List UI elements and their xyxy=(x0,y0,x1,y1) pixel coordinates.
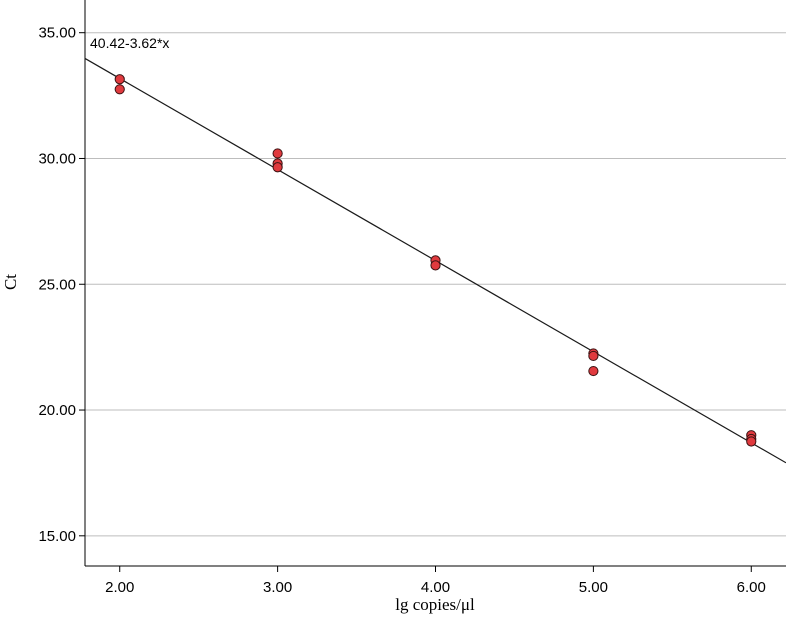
y-axis-label: Ct xyxy=(1,274,20,290)
data-point xyxy=(430,260,441,271)
y-tick-label: 25.00 xyxy=(38,276,76,293)
data-point xyxy=(272,162,283,173)
gridlines xyxy=(85,32,786,537)
x-tick-label: 5.00 xyxy=(579,579,608,596)
x-axis-label: lg copies/μl xyxy=(395,595,475,614)
data-points xyxy=(114,74,757,447)
labels: 40.42-3.62*x lg copies/μl Ct xyxy=(1,35,475,614)
x-tick-label: 2.00 xyxy=(105,579,134,596)
y-tick-label: 35.00 xyxy=(38,25,76,42)
x-tick-label: 6.00 xyxy=(737,579,766,596)
data-point xyxy=(114,84,125,95)
data-point xyxy=(114,74,125,85)
x-tick-label: 4.00 xyxy=(421,579,450,596)
data-point xyxy=(746,436,757,447)
y-tick-label: 20.00 xyxy=(38,402,76,419)
axes: 15.00 20.00 25.00 30.00 35.00 2.00 3.00 4.00 5.0… xyxy=(38,0,786,596)
data-point xyxy=(272,148,283,159)
data-point xyxy=(588,365,599,377)
y-tick-label: 15.00 xyxy=(38,528,76,545)
fit-equation-label: 40.42-3.62*x xyxy=(90,35,169,51)
y-tick-label: 30.00 xyxy=(38,150,76,167)
data-point xyxy=(588,350,599,362)
x-tick-label: 3.00 xyxy=(263,579,292,596)
